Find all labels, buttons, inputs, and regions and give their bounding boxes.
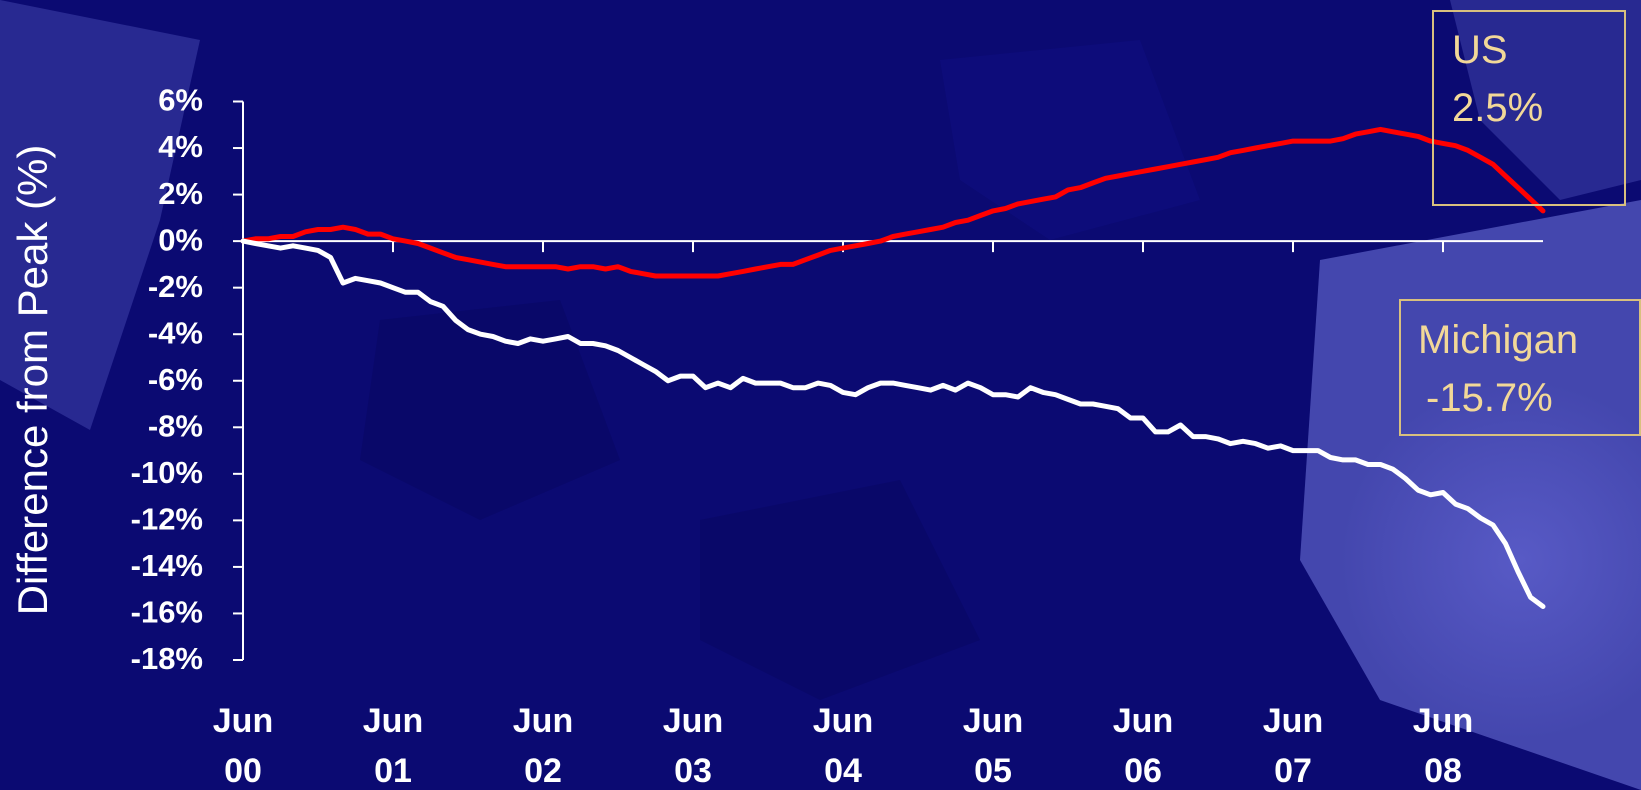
x-tick-label: Jun 07 — [1262, 702, 1324, 790]
annotation-value: -15.7% — [1426, 376, 1553, 420]
y-tick-label: -16% — [131, 595, 203, 630]
y-tick-label: -8% — [148, 408, 203, 443]
y-tick-label: 4% — [158, 129, 203, 164]
annotation-box — [1432, 10, 1626, 206]
y-tick-label: -2% — [148, 269, 203, 304]
x-tick-label: Jun 03 — [662, 702, 724, 790]
x-tick-label: Jun 02 — [512, 702, 574, 790]
annotation-box — [1399, 299, 1641, 436]
y-tick-label: -18% — [131, 641, 203, 676]
y-tick-label: -10% — [131, 455, 203, 490]
y-axis-title: Difference from Peak (%) — [9, 145, 56, 616]
y-tick-label: -14% — [131, 548, 203, 583]
x-tick-label: Jun 00 — [212, 702, 274, 790]
x-tick-label: Jun 08 — [1412, 702, 1474, 790]
x-tick-label: Jun 06 — [1112, 702, 1174, 790]
annotation-value: 2.5% — [1452, 86, 1544, 130]
x-tick-label: Jun 04 — [812, 702, 874, 790]
series-line — [240, 238, 1546, 609]
x-tick-label: Jun 05 — [962, 702, 1024, 790]
y-tick-label: 0% — [158, 222, 203, 257]
annotation-name: Michigan — [1418, 318, 1579, 362]
series-line — [240, 126, 1546, 279]
y-tick-label: 2% — [158, 176, 203, 211]
y-tick-label: -4% — [148, 315, 203, 350]
annotation-name: US — [1452, 28, 1508, 72]
y-tick-label: -6% — [148, 362, 203, 397]
y-tick-label: -12% — [131, 502, 203, 537]
x-tick-label: Jun 01 — [362, 702, 424, 790]
y-tick-label: 6% — [158, 83, 203, 118]
